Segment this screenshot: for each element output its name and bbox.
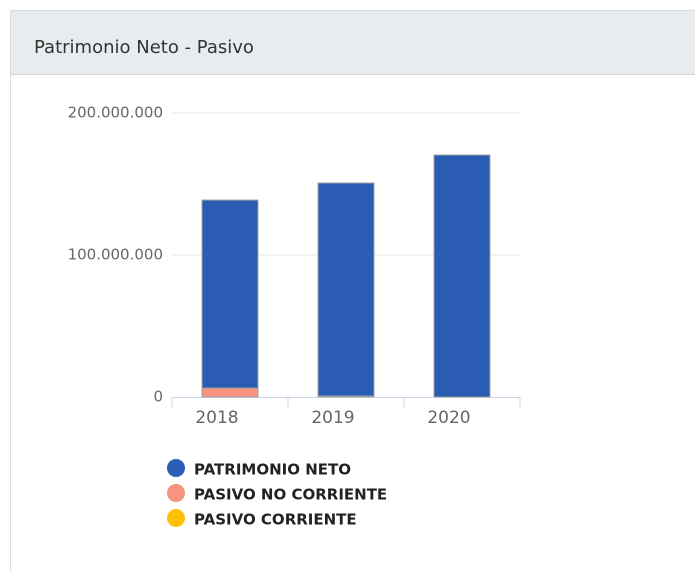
bar-segment — [318, 183, 374, 396]
panel-title: Patrimonio Neto - Pasivo — [34, 37, 254, 58]
bar-segment — [202, 388, 258, 397]
x-tick-label: 2018 — [195, 408, 238, 428]
legend-marker — [167, 509, 185, 527]
bar-segment — [202, 200, 258, 388]
legend-marker — [167, 484, 185, 502]
x-tick-label: 2019 — [311, 408, 354, 428]
bar-segment — [434, 155, 490, 397]
x-tick-label: 2020 — [427, 408, 470, 428]
y-tick-label: 0 — [153, 388, 163, 406]
legend-marker — [167, 459, 185, 477]
y-tick-label: 100.000.000 — [68, 246, 163, 264]
legend-label: PATRIMONIO NETO — [194, 461, 351, 479]
y-tick-label: 200.000.000 — [68, 104, 163, 122]
legend-label: PASIVO CORRIENTE — [194, 511, 357, 529]
legend-label: PASIVO NO CORRIENTE — [194, 486, 387, 504]
